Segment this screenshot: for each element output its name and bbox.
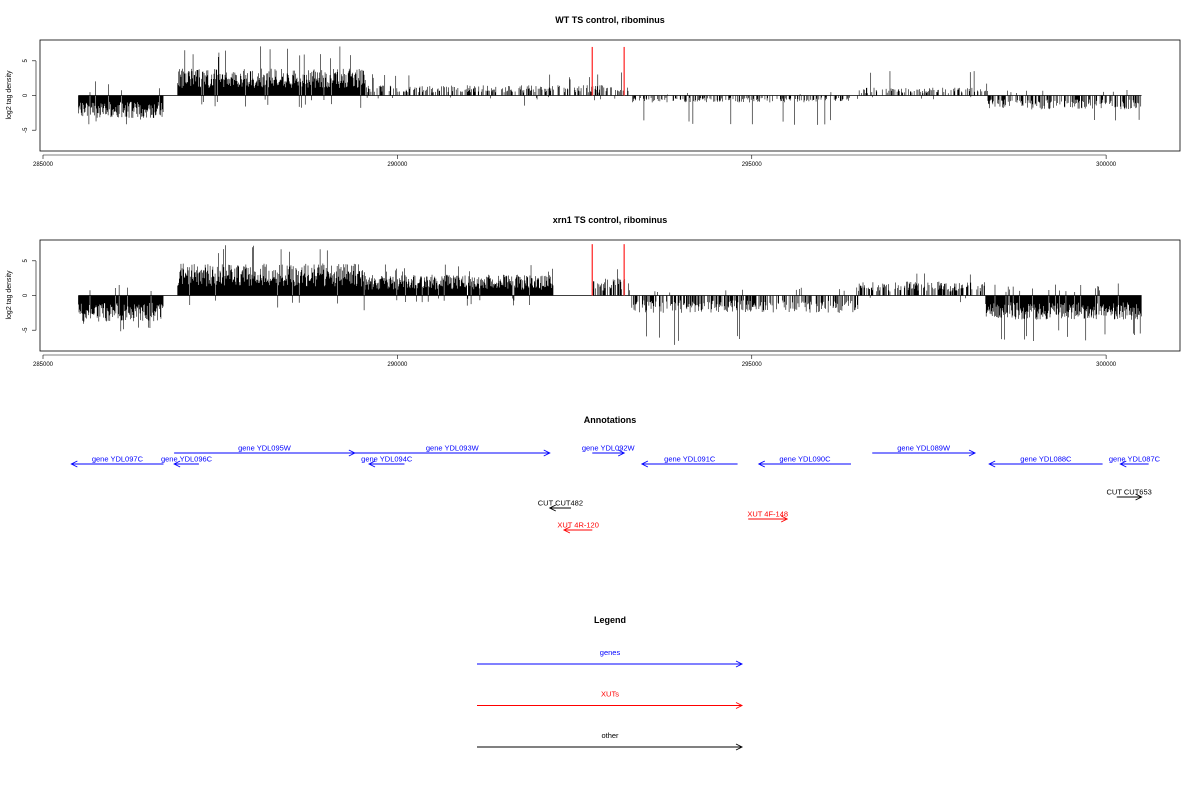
track-xrn1-ts-control: xrn1 TS control, ribominus log2 tag dens… <box>6 215 1181 368</box>
gene-arrow: gene YDL089W <box>872 444 977 457</box>
gene-arrow: gene YDL093W <box>354 444 551 457</box>
feature-label: gene YDL088C <box>1020 455 1072 464</box>
x-tick-label: 290000 <box>387 362 408 368</box>
arrow-head <box>617 449 626 457</box>
cut-arrow: CUT CUT482 <box>538 499 583 512</box>
density-bars <box>78 46 1142 125</box>
legend-item-other: other <box>477 731 744 751</box>
arrow-head <box>640 460 649 468</box>
track-title: WT TS control, ribominus <box>555 15 665 25</box>
arrow-head <box>735 702 744 709</box>
arrow-head <box>735 660 744 668</box>
density-bars <box>78 245 1142 345</box>
feature-label: gene YDL089W <box>897 444 951 453</box>
x-tick-label: 290000 <box>387 162 408 168</box>
arrow-head <box>70 460 78 468</box>
gene-arrow: gene YDL094C <box>361 455 413 468</box>
feature-label: gene YDL097C <box>92 455 144 464</box>
gene-arrow: gene YDL091C <box>640 455 738 468</box>
feature-label: gene YDL096C <box>161 455 213 464</box>
gene-arrow: gene YDL097C <box>70 455 164 468</box>
gene-arrow: gene YDL087C <box>1109 455 1161 468</box>
arrow-head <box>735 743 744 751</box>
arrow-head <box>543 449 551 457</box>
feature-label: CUT CUT653 <box>1107 488 1152 497</box>
feature-label: gene YDL090C <box>779 455 831 464</box>
feature-label: gene YDL092W <box>582 444 636 453</box>
feature-label: gene YDL091C <box>664 455 716 464</box>
gene-arrow: gene YDL092W <box>582 444 636 457</box>
legend-label: XUTs <box>601 690 619 699</box>
x-tick-label: 300000 <box>1096 162 1117 168</box>
y-tick-label: 0 <box>23 93 29 97</box>
legend-panel: Legend genes XUTs other <box>477 615 744 751</box>
arrow-head <box>562 526 571 534</box>
legend-item-gene: genes <box>477 648 744 668</box>
y-tick-label: -5 <box>23 327 29 333</box>
legend-title: Legend <box>594 615 626 625</box>
legend-item-xut: XUTs <box>477 690 744 709</box>
plot-frame <box>39 239 1181 352</box>
annotations-panel: Annotations gene YDL097C gene YDL096C gene… <box>70 415 1161 534</box>
legend-label: other <box>601 731 619 740</box>
feature-label: gene YDL087C <box>1109 455 1161 464</box>
arrow-head <box>968 449 977 457</box>
xut-arrow: XUT 4F-148 <box>747 510 789 523</box>
track-wt-ts-control: WT TS control, ribominus log2 tag densit… <box>6 15 1181 168</box>
plot-frame <box>39 39 1181 152</box>
gene-arrow: gene YDL090C <box>757 455 851 468</box>
arrow-head <box>757 460 766 468</box>
y-tick-label: 5 <box>23 58 29 62</box>
arrow-head <box>548 504 556 512</box>
track-title: xrn1 TS control, ribominus <box>553 215 668 225</box>
cut-arrow: CUT CUT653 <box>1107 488 1152 501</box>
gene-arrow: gene YDL096C <box>161 455 213 468</box>
feature-label: CUT CUT482 <box>538 499 583 508</box>
x-tick-label: 285000 <box>33 362 54 368</box>
arrow-head <box>368 460 376 468</box>
arrow-head <box>173 460 181 468</box>
x-tick-label: 300000 <box>1096 362 1117 368</box>
x-tick-label: 295000 <box>742 162 763 168</box>
feature-label: XUT 4R-120 <box>557 521 599 530</box>
y-tick-label: 0 <box>23 293 29 297</box>
y-tick-label: 5 <box>23 258 29 262</box>
feature-label: gene YDL094C <box>361 455 413 464</box>
feature-label: gene YDL093W <box>426 444 480 453</box>
legend-label: genes <box>600 648 621 657</box>
x-tick-label: 295000 <box>742 362 763 368</box>
x-tick-label: 285000 <box>33 162 54 168</box>
feature-label: gene YDL095W <box>238 444 292 453</box>
annotations-title: Annotations <box>584 415 637 425</box>
arrow-head <box>988 460 996 468</box>
feature-label: XUT 4F-148 <box>747 510 788 519</box>
y-axis-label: log2 tag density <box>6 270 13 320</box>
y-axis-label: log2 tag density <box>6 70 13 120</box>
arrow-head <box>1119 460 1127 468</box>
arrow-head <box>780 515 789 523</box>
gene-arrow: gene YDL088C <box>988 455 1103 468</box>
y-tick-label: -5 <box>23 127 29 133</box>
xut-arrow: XUT 4R-120 <box>557 521 599 534</box>
arrow-head <box>1135 493 1143 501</box>
